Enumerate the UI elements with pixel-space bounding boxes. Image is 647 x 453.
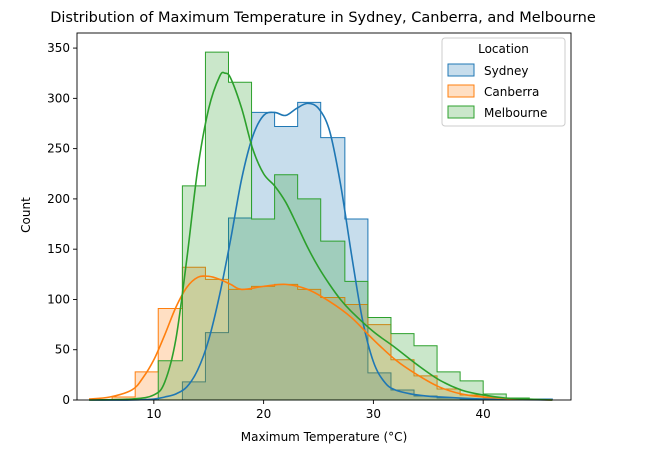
kde-curve-canberra <box>88 275 553 401</box>
y-tick-label: 250 <box>47 142 70 156</box>
legend-title: Location <box>478 42 529 56</box>
y-tick-label: 200 <box>47 192 70 206</box>
legend-box <box>441 37 566 127</box>
x-tick-label: 10 <box>146 407 161 421</box>
y-axis-label: Count <box>19 197 33 233</box>
legend-label-sydney: Sydney <box>484 64 528 78</box>
y-tick-label: 150 <box>47 242 70 256</box>
y-tick-label: 50 <box>55 343 70 357</box>
chart-title: Distribution of Maximum Temperature in S… <box>50 10 596 26</box>
y-tick-label: 0 <box>62 393 70 407</box>
y-tick-label: 100 <box>47 292 70 306</box>
kde-curve-sydney <box>89 102 553 401</box>
histogram-melbourne <box>89 51 553 401</box>
legend-swatch-canberra <box>447 84 475 98</box>
legend-label-melbourne: Melbourne <box>484 106 547 120</box>
legend-swatch-melbourne <box>447 105 475 119</box>
legend-label-canberra: Canberra <box>484 85 539 99</box>
legend: Location Sydney Canberra Melbourne <box>441 37 566 127</box>
y-tick-label: 300 <box>47 91 70 105</box>
y-tick-label: 350 <box>47 41 70 55</box>
x-tick-label: 40 <box>476 407 491 421</box>
axes: 10 20 30 40 0 50 100 150 200 250 300 350 <box>47 32 572 421</box>
x-tick-label: 20 <box>256 407 271 421</box>
axes-frame <box>76 32 572 401</box>
kde-curve-melbourne <box>89 71 553 401</box>
x-axis-label: Maximum Temperature (°C) <box>241 430 408 444</box>
x-tick-label: 30 <box>366 407 381 421</box>
legend-swatch-sydney <box>447 63 475 77</box>
plot-area <box>88 51 553 401</box>
